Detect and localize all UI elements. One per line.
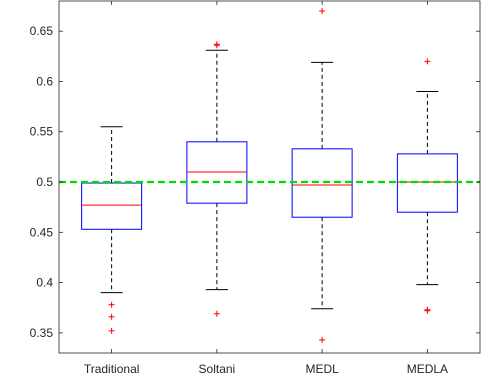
y-tick-label: 0.65	[30, 24, 54, 38]
outlier-point	[424, 307, 431, 314]
y-tick-label: 0.45	[30, 225, 54, 239]
axes-frame	[58, 0, 481, 354]
box-group-soltani	[186, 41, 248, 317]
box-group-medl	[291, 8, 353, 343]
y-tick-label: 0.35	[30, 326, 54, 340]
y-tick-label: 0.55	[30, 125, 54, 139]
y-tick-label: 0.4	[36, 276, 53, 290]
y-tick-label: 0.5	[36, 175, 53, 189]
outlier-point	[108, 301, 115, 308]
outlier-point	[108, 327, 115, 334]
outlier-point	[424, 58, 431, 65]
box-group-traditional	[81, 126, 143, 334]
outlier-point	[319, 336, 326, 343]
x-tick-label: MEDL	[305, 362, 339, 376]
outlier-point	[213, 42, 220, 49]
outlier-point	[213, 310, 220, 317]
x-tick-label: MEDLA	[407, 362, 448, 376]
iqr-box	[81, 182, 143, 230]
x-tick-label: Soltani	[199, 362, 236, 376]
iqr-box	[186, 141, 248, 204]
axes: 0.35 0.4 0.45 0.5 0.55 0.6 0.65 Traditional Solt…	[30, 0, 481, 376]
outlier-point	[108, 313, 115, 320]
plot-area	[59, 8, 480, 343]
x-tick-label: Traditional	[84, 362, 140, 376]
box-group-medla	[396, 58, 458, 314]
y-tick-label: 0.6	[36, 74, 53, 88]
outlier-point	[319, 8, 326, 15]
